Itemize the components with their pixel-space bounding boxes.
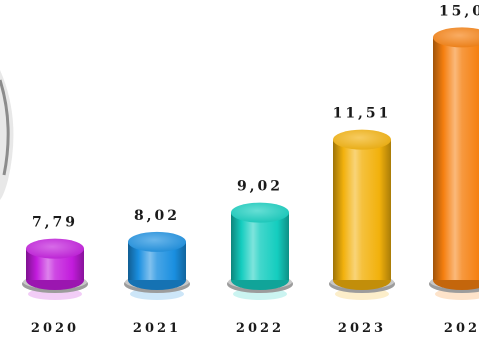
bar-cap [231, 202, 289, 223]
bar-body [433, 37, 479, 281]
category-label: 2020 [31, 321, 79, 336]
value-label: 8,02 [134, 208, 180, 224]
bars-group [22, 27, 479, 300]
bar-2023 [329, 129, 395, 300]
category-label: 202 [444, 321, 479, 336]
bar-cap [433, 27, 479, 48]
bar-2022 [227, 202, 293, 300]
bar-cap [26, 238, 84, 259]
value-label: 9,02 [237, 179, 283, 195]
bar-body [231, 212, 289, 280]
labels-group: 7,79 2020 8,02 2021 9,02 2022 11,51 2023 15,0 202 [31, 3, 479, 336]
value-label: 15,0 [439, 3, 479, 19]
bar-2021 [124, 231, 190, 300]
bar-body [333, 139, 391, 280]
bar-cap [333, 129, 391, 150]
value-label: 7,79 [32, 215, 78, 231]
bar-2024 [429, 27, 479, 300]
left-edge-disc [0, 70, 14, 200]
category-label: 2023 [338, 321, 386, 336]
bar-2020 [22, 238, 88, 300]
value-label: 11,51 [333, 106, 392, 122]
bar-cap [128, 231, 186, 252]
category-label: 2021 [133, 321, 181, 336]
category-label: 2022 [236, 321, 284, 336]
